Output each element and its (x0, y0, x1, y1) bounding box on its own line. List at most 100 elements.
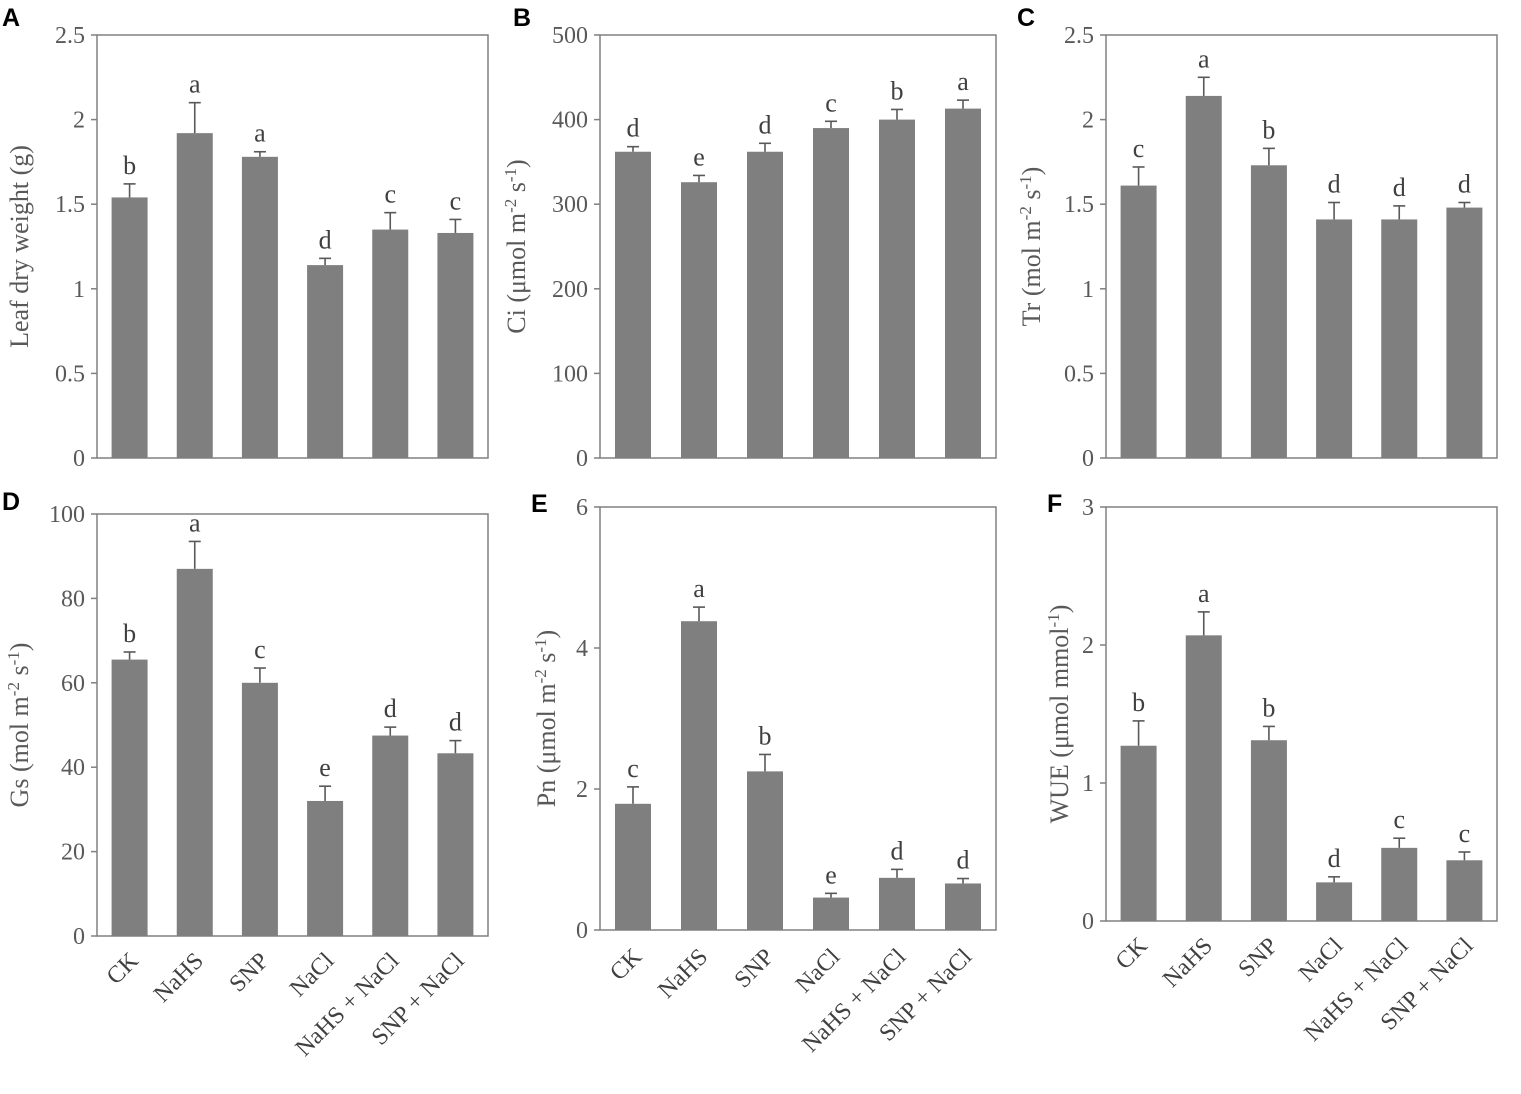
panel-f-sig-letter: b (1262, 693, 1275, 722)
panel-b-sig-letter: d (627, 114, 640, 143)
panel-f-sig-letter: c (1459, 819, 1471, 848)
panel-f: F 0 1 2 3 WUE (μmol mmol-1) b a b d c c (1044, 490, 1498, 935)
panel-f-bar (1381, 847, 1418, 921)
panel-b-ytick-label: 300 (552, 192, 588, 218)
panel-b-sig-letter: b (891, 76, 904, 105)
panel-b-bar (681, 182, 717, 459)
panel-b-ylabel: Ci (μmol m-2 s-1) (501, 159, 532, 333)
panel-b-sig-letter: e (693, 142, 705, 171)
panel-b-sig-letter: c (825, 88, 837, 117)
panel-d-bar (307, 800, 344, 936)
panel-b-sig-letter: d (759, 110, 772, 139)
panel-c-ytick-label: 2.5 (1064, 23, 1094, 49)
panel-e: E 0 2 4 6 Pn (μmol m-2 s-1) c a b e d d (531, 490, 997, 944)
panel-a: A 0 0.5 1 1.5 2 2.5 Leaf dry weight (g) b a a d c c (2, 4, 489, 472)
panel-f-bar (1185, 635, 1222, 921)
panel-d-ytick-label: 100 (49, 502, 85, 528)
panel-d-letter: D (2, 488, 20, 516)
panel-e-ytick-label: 6 (576, 495, 588, 521)
panel-c-bar (1120, 185, 1157, 458)
panel-a-sig-letter: c (450, 186, 462, 215)
panel-b-sig-letter: a (957, 67, 969, 96)
panel-e-bar (681, 621, 717, 930)
panel-d-ytick-label: 0 (73, 924, 85, 950)
panel-d-bar (372, 735, 409, 936)
panel-a-sig-letter: a (189, 70, 201, 99)
panel-e-sig-letter: d (891, 836, 904, 865)
panel-c-sig-letter: d (1458, 170, 1471, 199)
panel-e-sig-letter: d (957, 846, 970, 875)
panel-f-bar (1250, 740, 1287, 921)
panel-f-plot-frame (1105, 506, 1498, 922)
panel-e-sig-letter: c (627, 754, 639, 783)
panel-f-ytick-label: 2 (1082, 633, 1094, 659)
panel-d-bar (241, 682, 278, 936)
panel-c-ytick-label: 0 (1082, 446, 1094, 472)
panel-a-bar (372, 229, 409, 458)
panel-a-bar (176, 133, 213, 459)
panel-b-ytick-label: 400 (552, 108, 588, 134)
panel-a-bar (111, 197, 148, 458)
panel-b-ytick-label: 500 (552, 23, 588, 49)
panel-c-ytick-label: 1 (1082, 277, 1094, 303)
panel-b-ytick-label: 200 (552, 277, 588, 303)
panel-f-sig-letter: d (1328, 844, 1341, 873)
panel-e-sig-letter: e (825, 860, 837, 889)
panel-c-ytick-label: 2 (1082, 108, 1094, 134)
panel-c-bar (1185, 95, 1222, 459)
panel-c-letter: C (1017, 4, 1035, 32)
panel-f-sig-letter: a (1198, 579, 1210, 608)
panel-e-bar (879, 877, 915, 930)
panel-d-ytick-label: 80 (61, 586, 85, 612)
panel-f-letter: F (1047, 490, 1062, 518)
panel-d-ytick-label: 20 (61, 840, 85, 866)
panel-b-ytick-label: 100 (552, 361, 588, 387)
panel-a-ytick-label: 2 (73, 108, 85, 134)
panel-b-bar (615, 151, 651, 459)
panel-c-bar (1446, 207, 1483, 458)
panel-c: C 0 0.5 1 1.5 2 2.5 Tr (mol m-2 s-1) c a b d d d (1016, 4, 1498, 472)
panel-d: D 0 20 40 60 80 100 Gs (mol m-2 s-1) b a c e d d (2, 488, 489, 950)
panel-d-sig-letter: c (254, 635, 266, 664)
panel-a-ytick-label: 1.5 (55, 192, 85, 218)
panel-a-bar (437, 232, 474, 458)
panel-c-sig-letter: d (1393, 173, 1406, 202)
panel-a-ytick-label: 2.5 (55, 23, 85, 49)
panel-c-bar (1316, 219, 1353, 458)
panel-d-ytick-label: 40 (61, 755, 85, 781)
panel-f-sig-letter: c (1393, 805, 1405, 834)
panel-d-ylabel: Gs (mol m-2 s-1) (4, 643, 35, 808)
panel-b-letter: B (513, 4, 531, 32)
panel-b-bar (945, 108, 981, 459)
panel-e-ytick-label: 2 (576, 777, 588, 803)
panel-f-ytick-label: 0 (1082, 909, 1094, 935)
panel-c-bar (1381, 219, 1418, 458)
panel-a-ytick-label: 1 (73, 277, 85, 303)
panel-d-ytick-label: 60 (61, 671, 85, 697)
panel-b-bar (747, 151, 783, 459)
panel-a-ytick-label: 0.5 (55, 361, 85, 387)
panel-d-bar (111, 659, 148, 936)
panel-d-sig-letter: a (189, 508, 201, 537)
panel-a-sig-letter: b (123, 151, 136, 180)
panel-d-bar (437, 753, 474, 936)
panel-a-bar (307, 265, 344, 458)
panel-d-plot-frame (96, 513, 489, 937)
panel-d-bar (176, 568, 213, 936)
panel-f-ytick-label: 3 (1082, 495, 1094, 521)
panel-e-plot-frame (599, 506, 997, 931)
panel-a-bar (241, 156, 278, 458)
panel-c-plot-frame (1105, 34, 1498, 459)
panel-a-sig-letter: c (384, 180, 396, 209)
panel-c-ytick-label: 1.5 (1064, 192, 1094, 218)
panel-c-sig-letter: a (1198, 44, 1210, 73)
panel-d-sig-letter: d (384, 694, 397, 723)
panel-f-bar (1446, 860, 1483, 921)
panel-c-ytick-label: 0.5 (1064, 361, 1094, 387)
panel-e-bar (813, 897, 849, 930)
panel-c-sig-letter: d (1328, 170, 1341, 199)
panel-d-sig-letter: e (319, 753, 331, 782)
panel-e-bar (945, 883, 981, 930)
panel-f-ytick-label: 1 (1082, 771, 1094, 797)
